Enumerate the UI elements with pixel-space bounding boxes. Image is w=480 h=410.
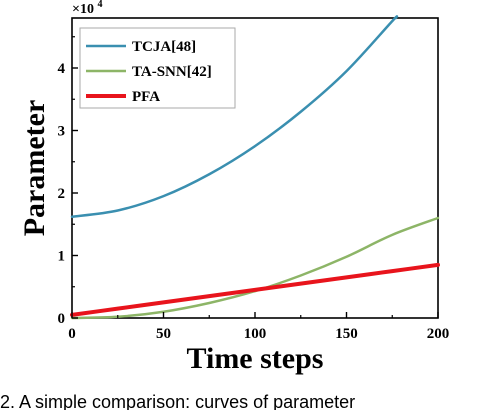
y-tick-label: 1 — [58, 249, 66, 265]
legend-label-2: TA-SNN[42] — [132, 64, 212, 80]
x-tick-label: 50 — [156, 326, 171, 342]
y-axis-multiplier-exponent: 4 — [97, 0, 102, 10]
y-axis-multiplier-base: ×10 — [72, 2, 94, 17]
figure-caption: 2. A simple comparison: curves of parame… — [0, 392, 355, 410]
y-tick-label: 3 — [58, 124, 66, 140]
legend-label-1: TCJA[48] — [132, 39, 196, 55]
y-axis-multiplier: ×10 4 — [72, 0, 102, 17]
y-tick-label: 2 — [58, 186, 66, 202]
y-tick-label: 0 — [58, 311, 66, 327]
x-tick-label: 0 — [68, 326, 76, 342]
x-tick-label: 150 — [335, 326, 358, 342]
series-line-2 — [70, 216, 440, 320]
y-tick-label: 4 — [58, 61, 66, 77]
legend-label-3: PFA — [132, 89, 160, 105]
x-tick-label: 200 — [427, 326, 450, 342]
series-line-1 — [70, 15, 399, 218]
legend: TCJA[48] TA-SNN[42] PFA — [79, 27, 236, 109]
tick-layer: 0 50 100 150 200 0 1 2 3 4 — [58, 36, 450, 342]
plot-area: 0 50 100 150 200 0 1 2 3 4 — [58, 15, 450, 342]
y-axis-title: Parameter — [18, 100, 51, 237]
series-line-3 — [70, 262, 440, 317]
series-layer — [70, 15, 440, 320]
x-axis-title: Time steps — [187, 342, 324, 375]
x-tick-label: 100 — [244, 326, 267, 342]
